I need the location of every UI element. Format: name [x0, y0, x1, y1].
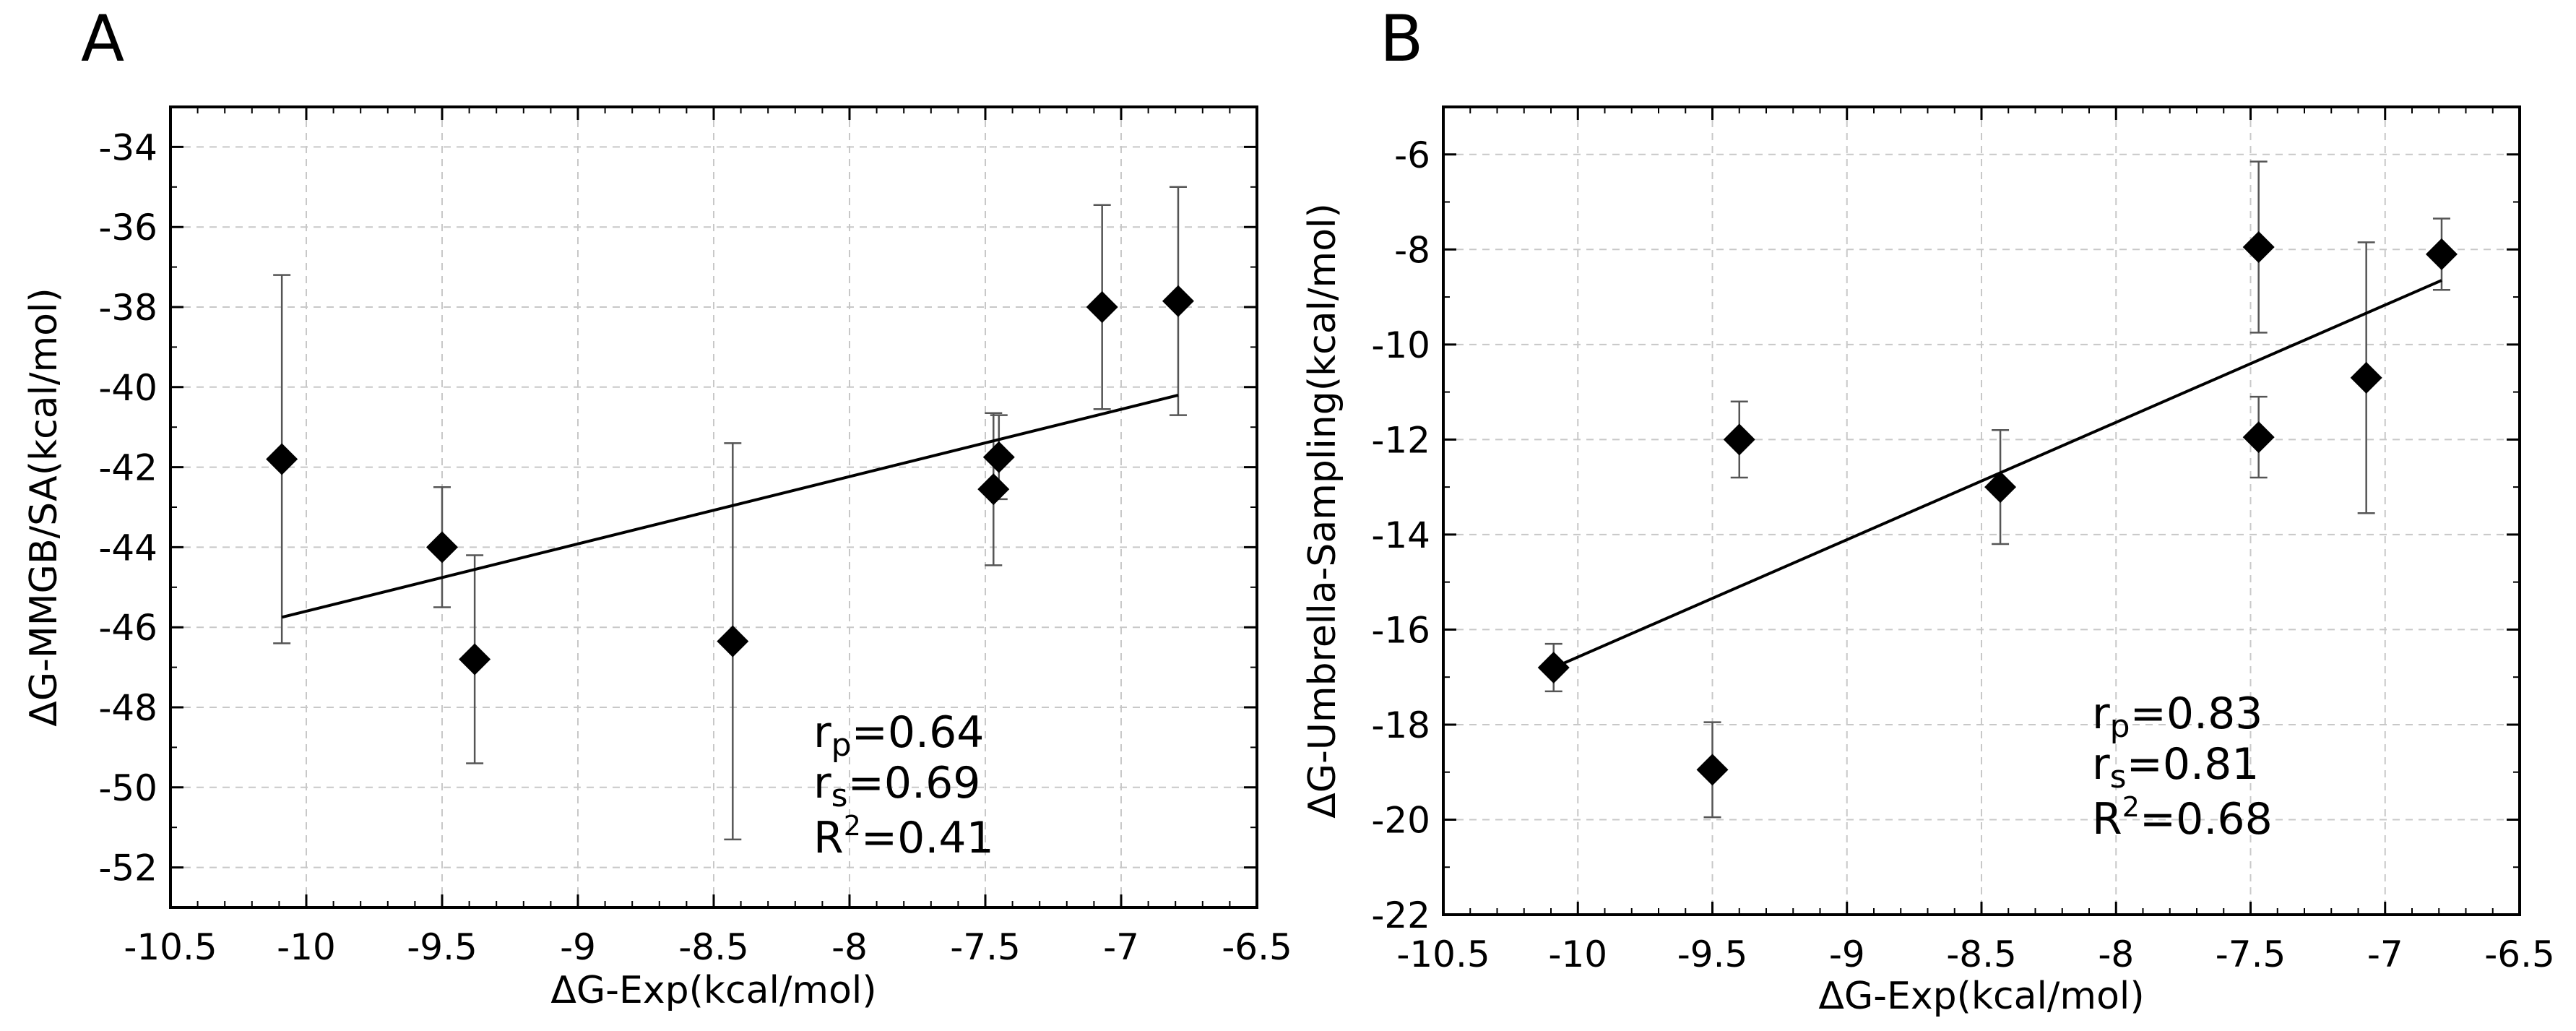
panel-b-y-tick-label: -10 [1371, 324, 1430, 366]
panel-a: A -10.5 -10 -9.5 -9 -8.5 -8 -7.5 -7 -6.5 -52-50-… [22, 1, 1292, 1012]
panel-a-x-tick-label: -8 [831, 926, 868, 968]
panel-b-gridlines [1443, 107, 2520, 915]
panel-b-x-tick-label: -9 [1829, 933, 1865, 975]
panel-a-x-tick-label: -8.5 [678, 926, 749, 968]
panel-b-data-point [2425, 238, 2458, 270]
panel-a-y-tick-label: -48 [98, 687, 157, 729]
panel-a-fit-line [281, 393, 1179, 619]
panel-a-y-tick-label: -40 [98, 367, 157, 409]
panel-a-stats: rp=0.64 rs=0.69 R2=0.41 [813, 707, 994, 863]
panel-b: B -10.5 -10 -9.5 -9 -8.5 -8 -7.5 -7 -6.5 -22-20-… [1301, 1, 2555, 1018]
panel-b-rs-stat: rs=0.81 [2092, 739, 2259, 795]
panel-a-y-tick-label: -34 [98, 126, 157, 168]
panel-a-y-tick-label: -44 [98, 527, 157, 569]
panel-b-y-tick-label: -20 [1371, 799, 1430, 841]
panel-b-y-tick-label: -14 [1371, 514, 1430, 556]
panel-b-y-tick-label: -12 [1371, 419, 1430, 461]
panel-b-x-tick-label: -8 [2098, 933, 2134, 975]
panel-b-y-tick-label: -18 [1371, 704, 1430, 746]
panel-b-markers [1537, 231, 2458, 786]
panel-b-x-tick-label: -7 [2367, 933, 2403, 975]
panel-b-x-tick-label: -8.5 [1946, 933, 2017, 975]
panel-a-data-point [266, 443, 298, 475]
panel-a-y-tick-label: -36 [98, 207, 157, 249]
panel-a-x-tick-label: -7 [1103, 926, 1139, 968]
panel-label-a: A [81, 1, 124, 76]
panel-b-data-point [1723, 423, 1755, 456]
panel-b-stats: rp=0.83 rs=0.81 R2=0.68 [2092, 689, 2273, 845]
panel-b-data-point [1696, 754, 1729, 786]
panel-b-x-tick-labels: -10.5 -10 -9.5 -9 -8.5 -8 -7.5 -7 -6.5 [1396, 933, 2554, 975]
panel-b-x-tick-label: -10 [1548, 933, 1607, 975]
panel-a-data-point [982, 441, 1015, 473]
panel-a-data-point [459, 643, 491, 676]
panel-a-x-tick-label: -9.5 [407, 926, 477, 968]
panel-a-x-tick-label: -10 [277, 926, 336, 968]
panel-a-y-axis-title: ΔG-MMGB/SA(kcal/mol) [22, 288, 66, 726]
panel-label-b: B [1380, 1, 1423, 76]
panel-a-ticks [169, 107, 1258, 907]
panel-b-r2-stat: R2=0.68 [2092, 791, 2273, 845]
panel-b-data-point [1537, 652, 1570, 684]
panel-a-x-tick-labels: -10.5 -10 -9.5 -9 -8.5 -8 -7.5 -7 -6.5 [124, 926, 1292, 968]
panel-a-error-bars [273, 186, 1187, 841]
panel-a-y-tick-label: -50 [98, 767, 157, 809]
panel-a-y-tick-label: -42 [98, 447, 157, 489]
panel-b-x-tick-label: -9.5 [1677, 933, 1748, 975]
panel-a-y-tick-label: -38 [98, 287, 157, 329]
panel-a-x-tick-label: -10.5 [124, 926, 217, 968]
panel-a-y-tick-label: -46 [98, 607, 157, 649]
panel-a-y-tick-labels: -52 -50 -48 -46 -44 -42 -40 -38 -36 -34 [98, 126, 157, 889]
panel-a-data-point [426, 531, 458, 564]
panel-a-rs-stat: rs=0.69 [813, 758, 980, 814]
panel-b-data-point [2242, 421, 2275, 454]
panel-a-x-tick-label: -7.5 [950, 926, 1021, 968]
panel-b-x-tick-label: -6.5 [2484, 933, 2555, 975]
panel-a-data-point [717, 625, 749, 657]
panel-a-rp-stat: rp=0.64 [813, 707, 984, 764]
panel-b-y-tick-label: -22 [1371, 894, 1430, 936]
panel-a-x-tick-label: -9 [560, 926, 596, 968]
panel-b-data-point [2242, 231, 2275, 264]
panel-a-x-tick-label: -6.5 [1222, 926, 1292, 968]
panel-a-data-point [977, 473, 1010, 506]
panel-b-data-point [1984, 471, 2017, 504]
panel-a-data-point [1086, 291, 1118, 323]
panel-b-data-point [2350, 361, 2382, 394]
panel-b-y-tick-labels: -22 -20 -18 -16 -14 -12 -10 -8 -6 [1371, 134, 1430, 936]
panel-b-x-tick-label: -10.5 [1396, 933, 1490, 975]
panel-b-y-tick-label: -8 [1394, 229, 1430, 271]
panel-b-x-tick-label: -7.5 [2216, 933, 2286, 975]
panel-a-r2-stat: R2=0.41 [813, 810, 994, 863]
panel-b-rp-stat: rp=0.83 [2092, 689, 2262, 745]
panel-b-ticks [1442, 107, 2521, 916]
panel-b-y-axis-title: ΔG-Umbrella-Sampling(kcal/mol) [1301, 203, 1344, 819]
panel-b-y-tick-label: -16 [1371, 609, 1430, 651]
panel-a-gridlines [170, 107, 1257, 907]
panel-a-data-point [1162, 285, 1194, 317]
panel-b-x-axis-title: ΔG-Exp(kcal/mol) [1818, 975, 2144, 1018]
panel-a-markers [266, 285, 1194, 676]
panel-a-x-axis-title: ΔG-Exp(kcal/mol) [550, 969, 876, 1012]
panel-b-y-tick-label: -6 [1394, 134, 1430, 176]
panel-a-y-tick-label: -52 [98, 847, 157, 889]
